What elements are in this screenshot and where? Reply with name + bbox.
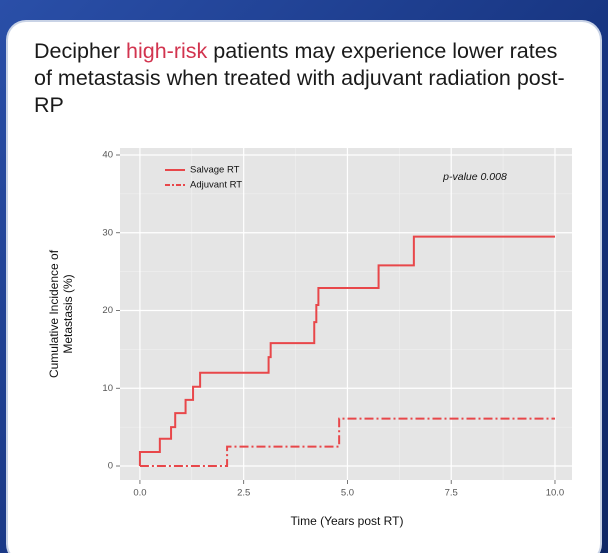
legend-label: Salvage RT <box>190 165 240 176</box>
x-tick-label: 10.0 <box>546 488 565 499</box>
y-tick-label: 40 <box>102 150 113 161</box>
plot-panel <box>120 148 572 480</box>
title-highlight: high-risk <box>126 39 208 63</box>
annotation: p-value 0.008 <box>442 171 507 183</box>
y-label-line: Cumulative Incidence of <box>47 249 61 378</box>
x-axis-label: Time (Years post RT) <box>291 514 404 528</box>
x-tick-label: 2.5 <box>237 488 250 499</box>
y-tick-label: 0 <box>108 461 113 472</box>
legend-label: Adjuvant RT <box>190 180 242 191</box>
series-line <box>138 235 555 467</box>
x-tick-label: 5.0 <box>341 488 354 499</box>
y-tick-label: 30 <box>102 227 113 238</box>
series-line <box>139 417 555 468</box>
y-tick-label: 20 <box>102 305 113 316</box>
y-axis-label: Cumulative Incidence ofMetastasis (%) <box>47 249 75 378</box>
x-tick-label: 7.5 <box>445 488 458 499</box>
title-part: patients may experience lower rates of m… <box>34 39 565 117</box>
x-tick-label: 0.0 <box>133 488 146 499</box>
title-part: Decipher <box>34 39 127 63</box>
y-tick-label: 10 <box>102 383 113 394</box>
title: Decipher high-risk patients may experien… <box>34 38 579 119</box>
y-label-line: Metastasis (%) <box>61 274 75 353</box>
lines <box>138 235 555 468</box>
